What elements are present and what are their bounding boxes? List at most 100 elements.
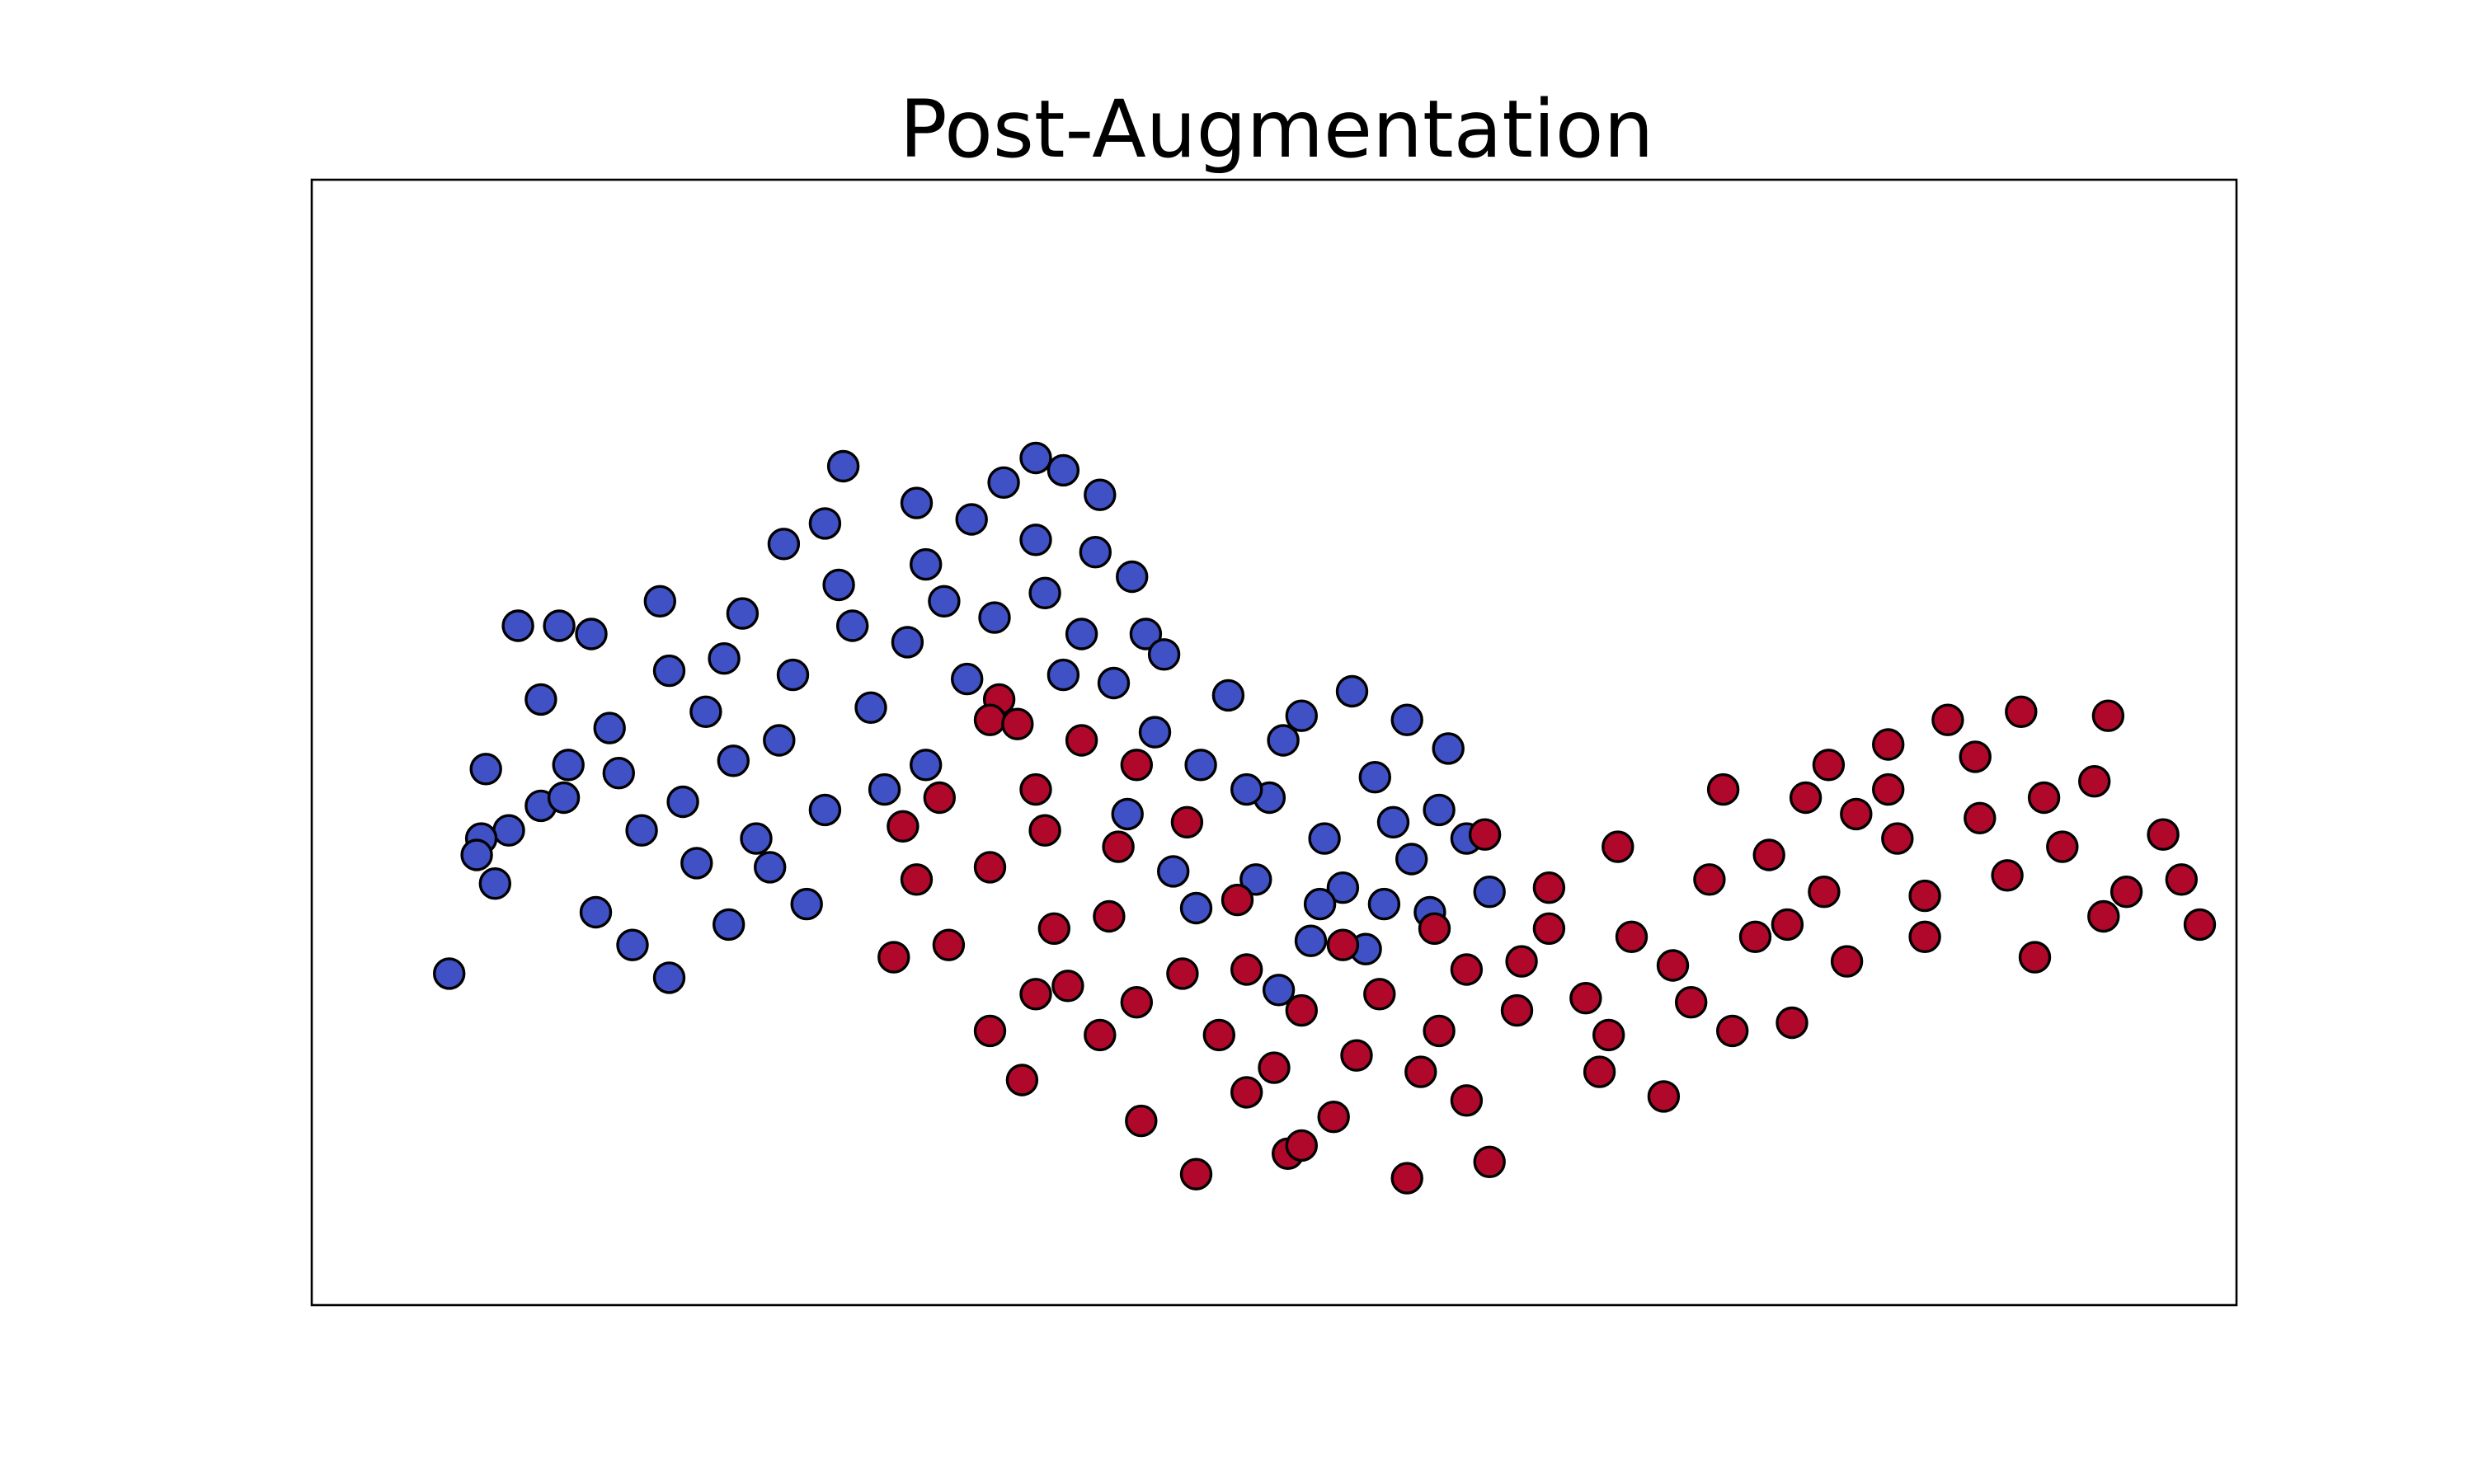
data-point-s1-60 xyxy=(2027,781,2061,815)
data-point-s0-8 xyxy=(478,866,511,900)
data-point-s0-22 xyxy=(1147,638,1181,671)
data-point-s1-62 xyxy=(1908,879,1941,913)
data-point-s0-53 xyxy=(1028,576,1061,609)
data-point-s1-2 xyxy=(1001,707,1034,740)
data-point-s0-75 xyxy=(822,568,855,602)
data-point-s0-20 xyxy=(1115,560,1149,594)
series-0-points xyxy=(433,441,1506,1007)
data-point-s1-39 xyxy=(1450,953,1484,986)
data-point-s1-79 xyxy=(2046,830,2079,863)
data-point-s1-38 xyxy=(1532,912,1566,946)
data-point-s0-78 xyxy=(1230,773,1263,806)
data-point-s1-74 xyxy=(900,863,934,896)
data-point-s1-6 xyxy=(1005,1064,1039,1097)
data-point-s0-68 xyxy=(1211,679,1245,712)
data-point-s1-56 xyxy=(1738,920,1772,954)
data-point-s1-49 xyxy=(1170,805,1204,838)
data-point-s0-46 xyxy=(616,928,649,961)
data-point-s0-61 xyxy=(652,654,686,688)
data-point-s1-15 xyxy=(1450,1084,1484,1117)
data-point-s0-16 xyxy=(987,466,1020,499)
data-point-s0-29 xyxy=(1285,699,1319,732)
data-point-s1-53 xyxy=(1500,993,1534,1027)
data-point-s0-14 xyxy=(826,449,860,483)
data-point-s1-11 xyxy=(1230,1076,1263,1109)
data-point-s1-72 xyxy=(1093,899,1126,933)
data-point-s0-32 xyxy=(1294,924,1328,957)
data-point-s0-65 xyxy=(1047,658,1080,692)
data-point-s0-82 xyxy=(708,642,741,675)
data-point-s0-55 xyxy=(1097,666,1131,700)
data-point-s1-48 xyxy=(1120,749,1154,782)
data-point-s0-17 xyxy=(1019,441,1052,475)
data-point-s1-3 xyxy=(887,810,920,843)
data-point-s1-16 xyxy=(1473,1145,1506,1179)
data-point-s1-20 xyxy=(1647,1080,1681,1113)
data-point-s0-36 xyxy=(1395,843,1428,876)
data-point-s1-24 xyxy=(1908,920,1941,954)
data-point-s1-30 xyxy=(2005,695,2038,728)
data-point-s0-60 xyxy=(593,711,626,744)
data-point-s0-72 xyxy=(547,781,581,815)
data-point-s1-83 xyxy=(1871,728,1905,761)
data-point-s1-27 xyxy=(2109,875,2143,909)
data-point-s0-33 xyxy=(1262,974,1296,1007)
data-point-s1-22 xyxy=(1776,1006,1808,1040)
data-point-s1-80 xyxy=(2165,863,2199,896)
data-point-s0-69 xyxy=(1184,749,1217,782)
data-point-s1-54 xyxy=(1569,981,1602,1015)
data-point-s0-7 xyxy=(460,838,493,871)
data-point-s1-69 xyxy=(1340,1039,1373,1072)
data-point-s0-23 xyxy=(1111,797,1144,831)
data-point-s1-59 xyxy=(1964,801,1997,834)
data-point-s1-28 xyxy=(2077,765,2111,798)
data-point-s1-66 xyxy=(1592,1018,1625,1052)
chart-title: Post-Augmentation xyxy=(900,83,1654,176)
data-point-s1-13 xyxy=(1317,1100,1350,1134)
data-point-s0-67 xyxy=(790,887,823,921)
data-point-s1-52 xyxy=(1418,912,1451,946)
data-point-s0-64 xyxy=(909,547,943,581)
data-point-s0-5 xyxy=(492,814,525,847)
data-point-s0-1 xyxy=(543,609,576,642)
data-point-s0-35 xyxy=(1376,805,1410,838)
data-point-s0-57 xyxy=(868,773,901,806)
data-point-s1-73 xyxy=(1019,978,1052,1011)
data-point-s0-54 xyxy=(1065,618,1098,650)
data-point-s1-58 xyxy=(1881,822,1914,855)
data-point-s1-1 xyxy=(973,703,1007,736)
data-point-s1-32 xyxy=(1959,740,1992,773)
data-point-s1-42 xyxy=(1202,1018,1236,1052)
data-point-s1-4 xyxy=(932,928,966,961)
data-point-s1-65 xyxy=(1674,985,1708,1019)
data-point-s1-37 xyxy=(1615,920,1649,954)
data-point-s0-10 xyxy=(652,961,686,994)
data-point-s1-84 xyxy=(1812,749,1846,782)
data-point-s0-34 xyxy=(1358,761,1392,794)
data-point-s1-68 xyxy=(1423,1014,1456,1048)
data-point-s1-57 xyxy=(1808,875,1841,909)
data-point-s0-58 xyxy=(909,749,943,782)
data-point-s0-66 xyxy=(754,851,787,884)
data-point-s1-29 xyxy=(2091,699,2125,732)
data-point-s1-75 xyxy=(877,941,910,974)
data-point-s0-21 xyxy=(1129,618,1163,650)
data-point-s0-50 xyxy=(891,626,924,659)
data-point-s0-77 xyxy=(1138,716,1172,749)
data-points-layer xyxy=(433,441,2217,1195)
data-point-s1-88 xyxy=(1468,818,1502,851)
data-point-s1-10 xyxy=(1179,1158,1213,1190)
data-point-s1-85 xyxy=(1706,773,1740,806)
data-point-s1-63 xyxy=(1840,797,1873,831)
data-point-s0-39 xyxy=(1335,674,1369,708)
data-point-s0-40 xyxy=(1432,732,1465,765)
data-point-s1-8 xyxy=(1084,1018,1117,1052)
plot-area-frame xyxy=(310,178,2238,1307)
data-point-s0-73 xyxy=(625,814,658,847)
data-point-s0-59 xyxy=(524,683,557,716)
data-point-s0-86 xyxy=(602,757,635,790)
data-point-s1-35 xyxy=(1752,838,1785,871)
data-point-s0-63 xyxy=(835,609,869,642)
